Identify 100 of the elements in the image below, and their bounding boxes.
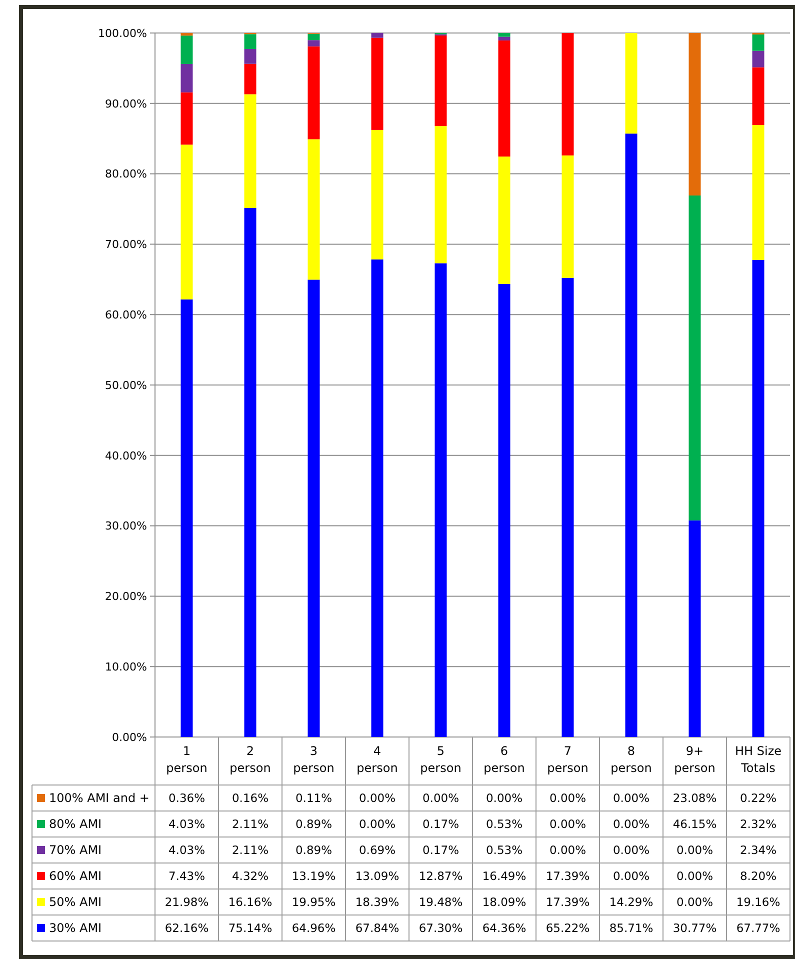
- data-label: 67.30%: [418, 921, 463, 936]
- y-tick-label: 0.00%: [112, 730, 147, 744]
- data-label: 19.16%: [736, 895, 780, 910]
- data-label: 0.17%: [422, 843, 460, 858]
- data-label: 19.48%: [418, 895, 463, 910]
- x-tick-label: 8 person: [610, 744, 652, 775]
- x-tick-label: 7 person: [547, 744, 588, 775]
- bar: [688, 195, 701, 520]
- bar: [498, 156, 510, 284]
- data-label: 46.15%: [672, 817, 717, 832]
- data-label: 21.98%: [164, 895, 209, 910]
- x-tick-label: 4 person: [356, 744, 398, 775]
- data-label: 0.00%: [612, 869, 650, 884]
- x-tick-label: 1 person: [166, 744, 208, 775]
- bar: [308, 46, 320, 140]
- y-tick-label: 20.00%: [105, 590, 147, 604]
- x-tick-label: 5 person: [420, 744, 462, 775]
- x-tick-label: HH Size Totals: [735, 744, 782, 775]
- y-tick-label: 10.00%: [105, 660, 147, 674]
- data-label: 0.00%: [676, 895, 714, 910]
- y-tick-label: 50.00%: [105, 378, 147, 392]
- data-label: 85.71%: [609, 921, 654, 936]
- data-label: 0.69%: [358, 843, 396, 858]
- bar: [752, 67, 764, 126]
- bar: [752, 260, 764, 737]
- data-label: 23.08%: [672, 791, 717, 806]
- data-label: 0.00%: [676, 869, 714, 884]
- bar: [625, 134, 638, 737]
- data-label: 0.00%: [486, 791, 523, 806]
- data-label: 16.49%: [482, 869, 526, 884]
- bar: [180, 299, 193, 737]
- data-label: 0.00%: [676, 843, 714, 858]
- bar: [180, 64, 193, 92]
- bar: [244, 34, 256, 49]
- data-label: 19.95%: [292, 895, 336, 910]
- bar: [434, 126, 447, 264]
- data-label: 0.36%: [168, 791, 206, 806]
- bar: [562, 278, 574, 737]
- bar: [371, 259, 384, 737]
- x-tick-label: 2 person: [230, 744, 271, 775]
- data-label: 18.39%: [355, 895, 400, 910]
- data-label: 0.00%: [422, 791, 460, 806]
- data-label: 0.00%: [612, 791, 650, 806]
- bar: [371, 32, 384, 38]
- y-tick-label: 60.00%: [105, 308, 147, 322]
- bar: [371, 130, 384, 260]
- data-label: 0.00%: [612, 817, 650, 832]
- legend-label: 60% AMI: [49, 869, 102, 884]
- y-tick-label: 40.00%: [105, 449, 147, 462]
- data-label: 7.43%: [168, 869, 206, 884]
- data-label: 8.20%: [740, 869, 777, 884]
- data-label: 2.32%: [740, 817, 777, 832]
- data-label: 0.00%: [549, 791, 586, 806]
- data-label: 13.09%: [355, 869, 400, 884]
- data-label: 67.84%: [355, 921, 400, 936]
- data-label: 0.00%: [612, 843, 650, 858]
- bar: [244, 64, 256, 94]
- data-label: 4.03%: [168, 817, 206, 832]
- data-label: 16.16%: [228, 895, 272, 910]
- bar: [498, 33, 510, 37]
- data-label: 65.22%: [546, 921, 590, 936]
- bar: [498, 40, 510, 157]
- bar: [244, 94, 256, 208]
- data-label: 0.00%: [549, 817, 586, 832]
- x-tick-label: 6 person: [484, 744, 525, 775]
- legend-label: 30% AMI: [49, 921, 102, 936]
- data-label: 0.22%: [740, 791, 777, 806]
- data-label: 64.96%: [292, 921, 336, 936]
- data-label: 67.77%: [736, 921, 780, 936]
- bar: [752, 34, 764, 51]
- bar: [308, 280, 320, 737]
- bar: [562, 155, 574, 278]
- data-label: 4.03%: [168, 843, 206, 858]
- y-tick-label: 80.00%: [105, 168, 147, 181]
- legend-label: 100% AMI and +: [49, 791, 150, 806]
- bar: [625, 33, 638, 134]
- data-label: 0.53%: [486, 817, 523, 832]
- bar: [308, 40, 320, 46]
- legend-label: 80% AMI: [49, 817, 102, 832]
- data-label: 0.53%: [486, 843, 523, 858]
- data-label: 2.34%: [740, 843, 777, 858]
- data-label: 2.11%: [232, 817, 269, 832]
- bar: [244, 208, 256, 737]
- data-label: 62.16%: [164, 921, 209, 936]
- bar: [180, 36, 193, 64]
- y-tick-label: 30.00%: [105, 520, 147, 533]
- bar: [752, 125, 764, 260]
- bar: [498, 284, 510, 737]
- bar: [752, 50, 764, 68]
- bar: [371, 38, 384, 130]
- bar: [244, 48, 256, 64]
- data-label: 0.00%: [358, 791, 396, 806]
- bar: [180, 144, 193, 300]
- x-tick-label: 9+ person: [674, 744, 716, 775]
- bar: [562, 33, 574, 156]
- bar: [688, 33, 701, 196]
- data-label: 14.29%: [609, 895, 654, 910]
- data-label: 0.00%: [549, 843, 586, 858]
- legend-label: 50% AMI: [49, 895, 102, 910]
- data-label: 0.89%: [295, 843, 332, 858]
